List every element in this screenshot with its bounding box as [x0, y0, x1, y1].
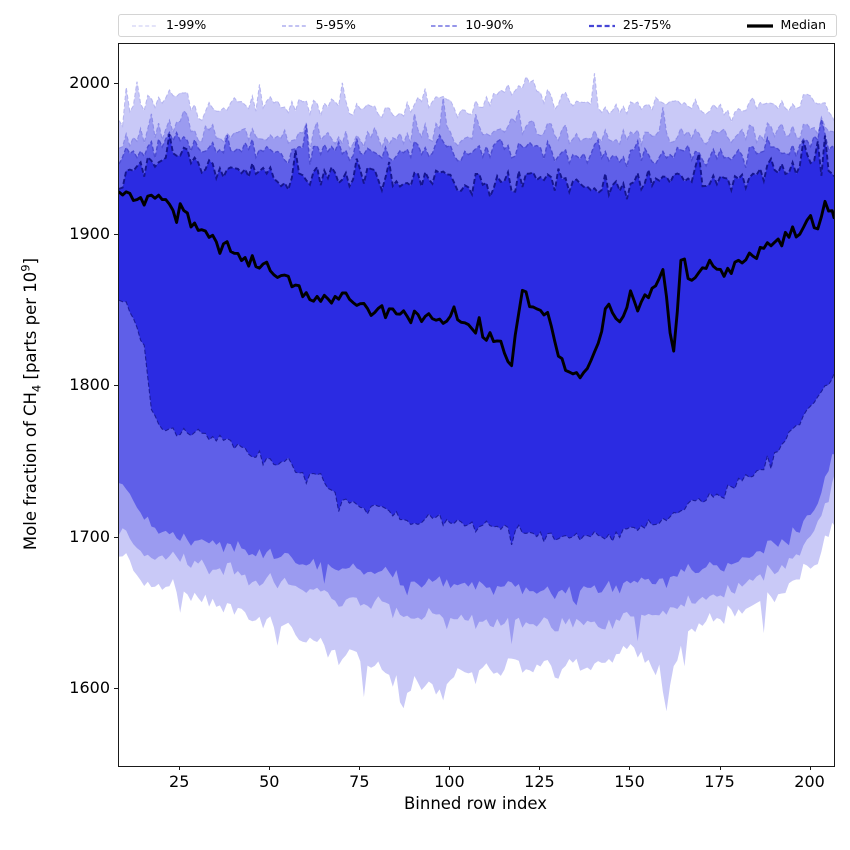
y-tick-mark — [114, 83, 118, 85]
x-tick-label: 50 — [259, 772, 280, 791]
x-tick-label: 175 — [704, 772, 735, 791]
legend-label: Median — [780, 17, 826, 33]
legend-line-sample — [431, 24, 458, 27]
band-fill-25-75% — [119, 134, 834, 545]
legend-line-sample — [281, 24, 308, 27]
y-axis-label-subscript: 4 — [29, 384, 44, 393]
legend-line-sample — [746, 23, 773, 28]
y-tick-label: 1900 — [69, 224, 110, 244]
legend-label: 10-90% — [465, 17, 514, 33]
y-tick-label: 1800 — [69, 375, 110, 395]
x-tick-mark — [629, 766, 631, 770]
y-axis-label-text: Mole fraction of CH — [21, 392, 41, 551]
y-tick-mark — [114, 687, 118, 689]
legend-item-10-90-: 10-90% — [430, 17, 514, 33]
legend: 1-99% 5-95% 10-90% 25-75% Median — [118, 14, 837, 37]
y-tick-mark — [114, 234, 118, 236]
x-tick-mark — [269, 766, 271, 770]
median-line — [119, 190, 834, 380]
legend-label: 1-99% — [166, 17, 207, 33]
x-tick-label: 100 — [434, 772, 465, 791]
x-tick-mark — [449, 766, 451, 770]
percentile-line-upper-10-90% — [119, 118, 834, 170]
y-tick-label: 2000 — [69, 73, 110, 93]
y-axis-label: Mole fraction of CH4 [parts per 109] — [19, 258, 44, 550]
plot-area — [118, 43, 835, 767]
legend-item-1-99-: 1-99% — [131, 19, 206, 32]
x-tick-mark — [539, 766, 541, 770]
fan-chart-svg — [119, 73, 834, 712]
y-tick-label: 1700 — [69, 526, 110, 546]
x-tick-label: 150 — [614, 772, 645, 791]
x-tick-label: 125 — [524, 772, 555, 791]
x-axis-label: Binned row index — [403, 794, 548, 813]
percentile-line-lower-25-75% — [119, 299, 834, 546]
x-tick-mark — [179, 766, 181, 770]
y-axis-label-text: [parts per 10 — [21, 271, 41, 385]
percentile-line-upper-1-99% — [119, 73, 834, 128]
x-tick-label: 200 — [794, 772, 825, 791]
legend-item-25-75-: 25-75% — [588, 19, 671, 32]
y-tick-mark — [114, 385, 118, 387]
legend-label: 5-95% — [315, 17, 356, 33]
y-tick-label: 1600 — [69, 677, 110, 697]
x-tick-mark — [809, 766, 811, 770]
x-tick-label: 25 — [169, 772, 190, 791]
percentile-line-upper-25-75% — [119, 133, 834, 200]
legend-item-median: Median — [746, 19, 826, 32]
legend-item-5-95-: 5-95% — [281, 19, 356, 32]
x-tick-mark — [719, 766, 721, 770]
y-axis-label-superscript: 9 — [18, 264, 33, 272]
y-tick-mark — [114, 536, 118, 538]
legend-label: 25-75% — [622, 17, 672, 33]
y-axis-label-text: ] — [21, 257, 41, 265]
x-tick-mark — [359, 766, 361, 770]
legend-line-sample — [588, 24, 615, 27]
percentile-line-upper-5-95% — [119, 97, 834, 152]
legend-line-sample — [132, 24, 158, 27]
x-tick-label: 75 — [349, 772, 370, 791]
